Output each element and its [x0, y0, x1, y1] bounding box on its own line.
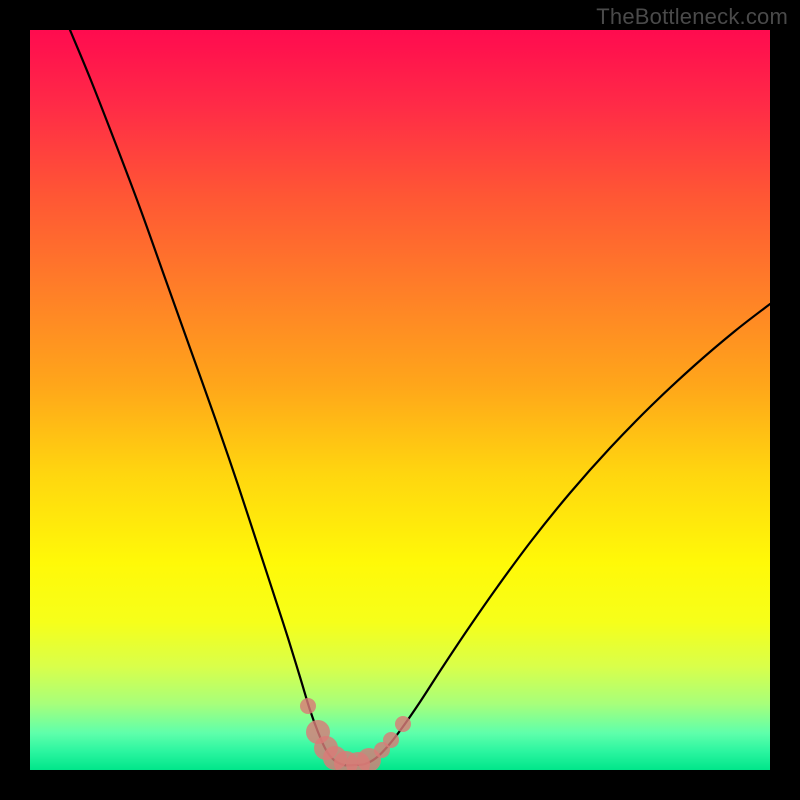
plot-area — [30, 30, 770, 770]
watermark-text: TheBottleneck.com — [596, 4, 788, 30]
chart-container: TheBottleneck.com — [0, 0, 800, 800]
marker-dot — [383, 732, 399, 748]
chart-svg — [0, 0, 800, 800]
marker-dot — [300, 698, 316, 714]
marker-dot — [395, 716, 411, 732]
